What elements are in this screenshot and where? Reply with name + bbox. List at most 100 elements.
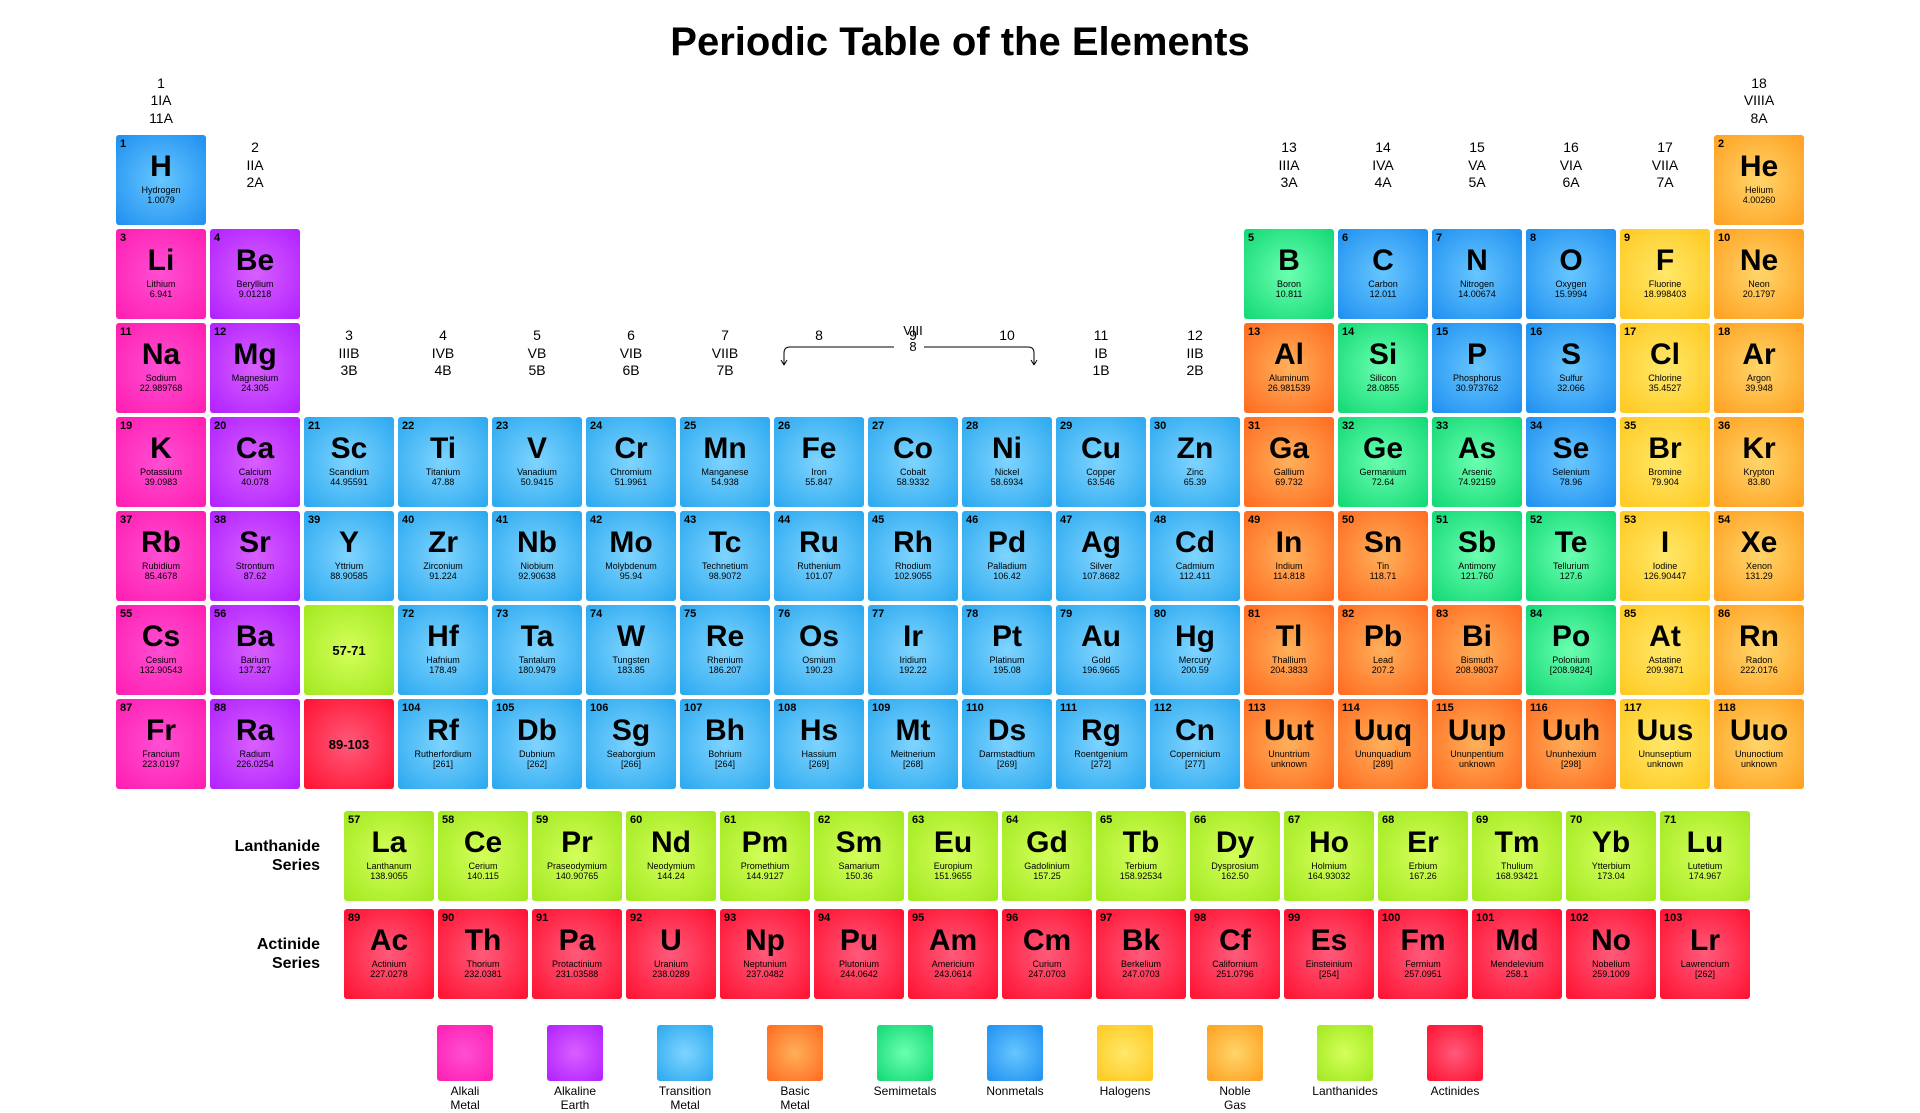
element-Md: 101MdMendelevium258.1 [1472, 909, 1562, 999]
element-name: Lutetium [1664, 861, 1746, 871]
legend-label: Nonmetals [975, 1085, 1055, 1099]
atomic-mass: 164.93032 [1288, 871, 1370, 881]
atomic-number: 102 [1570, 912, 1652, 924]
atomic-mass: 69.732 [1248, 477, 1330, 487]
element-Nb: 41NbNiobium92.90638 [492, 511, 582, 601]
atomic-number: 65 [1100, 814, 1182, 826]
element-Br: 35BrBromine79.904 [1620, 417, 1710, 507]
atomic-number: 61 [724, 814, 806, 826]
atomic-mass: unknown [1248, 759, 1330, 769]
atomic-number: 4 [214, 232, 296, 244]
element-name: Darmstadtium [966, 749, 1048, 759]
element-name: Rutherfordium [402, 749, 484, 759]
atomic-number: 110 [966, 702, 1048, 714]
atomic-mass: 231.03588 [536, 969, 618, 979]
element-Uuh: 116UuhUnunhexium[298] [1526, 699, 1616, 789]
atomic-mass: 24.305 [214, 383, 296, 393]
atomic-number: 111 [1060, 702, 1142, 714]
element-Pb: 82PbLead207.2 [1338, 605, 1428, 695]
element-name: Holmium [1288, 861, 1370, 871]
legend-item-basic: BasicMetal [755, 1025, 835, 1113]
legend-label: NobleGas [1195, 1085, 1275, 1113]
element-W: 74WTungsten183.85 [586, 605, 676, 695]
atomic-number: 99 [1288, 912, 1370, 924]
element-Sc: 21ScScandium44.95591 [304, 417, 394, 507]
element-symbol: Yb [1570, 828, 1652, 858]
element-name: Hassium [778, 749, 860, 759]
atomic-mass: 4.00260 [1718, 195, 1800, 205]
element-symbol: Cf [1194, 926, 1276, 956]
atomic-mass: 204.3833 [1248, 665, 1330, 675]
element-Sn: 50SnTin118.71 [1338, 511, 1428, 601]
element-symbol: O [1530, 246, 1612, 276]
page-title: Periodic Table of the Elements [120, 20, 1800, 65]
element-symbol: F [1624, 246, 1706, 276]
atomic-mass: 132.90543 [120, 665, 202, 675]
atomic-number: 11 [120, 326, 202, 338]
element-symbol: B [1248, 246, 1330, 276]
atomic-mass: [269] [966, 759, 1048, 769]
element-symbol: Mo [590, 528, 672, 558]
legend-swatch [1317, 1025, 1373, 1081]
atomic-number: 9 [1624, 232, 1706, 244]
element-O: 8OOxygen15.9994 [1526, 229, 1616, 319]
range-lanth: 57-71 [304, 605, 394, 695]
element-name: Mercury [1154, 655, 1236, 665]
element-U: 92UUranium238.0289 [626, 909, 716, 999]
element-name: Rhodium [872, 561, 954, 571]
legend-swatch [657, 1025, 713, 1081]
element-name: Praseodymium [536, 861, 618, 871]
atomic-number: 115 [1436, 702, 1518, 714]
atomic-mass: 47.88 [402, 477, 484, 487]
element-Sm: 62SmSamarium150.36 [814, 811, 904, 901]
element-Ne: 10NeNeon20.1797 [1714, 229, 1804, 319]
atomic-number: 86 [1718, 608, 1800, 620]
element-symbol: Lr [1664, 926, 1746, 956]
element-symbol: Sc [308, 434, 390, 464]
legend-swatch [1207, 1025, 1263, 1081]
element-Tl: 81TlThallium204.3833 [1244, 605, 1334, 695]
atomic-mass: 92.90638 [496, 571, 578, 581]
atomic-mass: 192.22 [872, 665, 954, 675]
element-Bi: 83BiBismuth208.98037 [1432, 605, 1522, 695]
element-name: Hafnium [402, 655, 484, 665]
atomic-mass: unknown [1718, 759, 1800, 769]
element-Na: 11NaSodium22.989768 [116, 323, 206, 413]
atomic-number: 92 [630, 912, 712, 924]
element-symbol: Ge [1342, 434, 1424, 464]
element-Sr: 38SrStrontium87.62 [210, 511, 300, 601]
element-Ra: 88RaRadium226.0254 [210, 699, 300, 789]
element-Mt: 109MtMeitnerium[268] [868, 699, 958, 789]
element-symbol: Pd [966, 528, 1048, 558]
element-name: Gadolinium [1006, 861, 1088, 871]
element-name: Osmium [778, 655, 860, 665]
element-symbol: Rn [1718, 622, 1800, 652]
element-name: Beryllium [214, 279, 296, 289]
element-symbol: Pb [1342, 622, 1424, 652]
element-name: Phosphorus [1436, 373, 1518, 383]
atomic-number: 64 [1006, 814, 1088, 826]
element-name: Cerium [442, 861, 524, 871]
element-name: Bohrium [684, 749, 766, 759]
atomic-mass: 28.0855 [1342, 383, 1424, 393]
element-symbol: Mn [684, 434, 766, 464]
element-symbol: Uup [1436, 716, 1518, 746]
atomic-number: 100 [1382, 912, 1464, 924]
element-Mo: 42MoMolybdenum95.94 [586, 511, 676, 601]
element-name: Iodine [1624, 561, 1706, 571]
element-Pa: 91PaProtactinium231.03588 [532, 909, 622, 999]
atomic-number: 96 [1006, 912, 1088, 924]
element-name: Roentgenium [1060, 749, 1142, 759]
element-Fe: 26FeIron55.847 [774, 417, 864, 507]
element-Os: 76OsOsmium190.23 [774, 605, 864, 695]
element-symbol: Bk [1100, 926, 1182, 956]
atomic-mass: 88.90585 [308, 571, 390, 581]
element-H: 1HHydrogen1.0079 [116, 135, 206, 225]
atomic-number: 81 [1248, 608, 1330, 620]
atomic-number: 74 [590, 608, 672, 620]
atomic-mass: 95.94 [590, 571, 672, 581]
element-symbol: Uuh [1530, 716, 1612, 746]
element-symbol: Re [684, 622, 766, 652]
element-symbol: Cs [120, 622, 202, 652]
element-symbol: Tl [1248, 622, 1330, 652]
